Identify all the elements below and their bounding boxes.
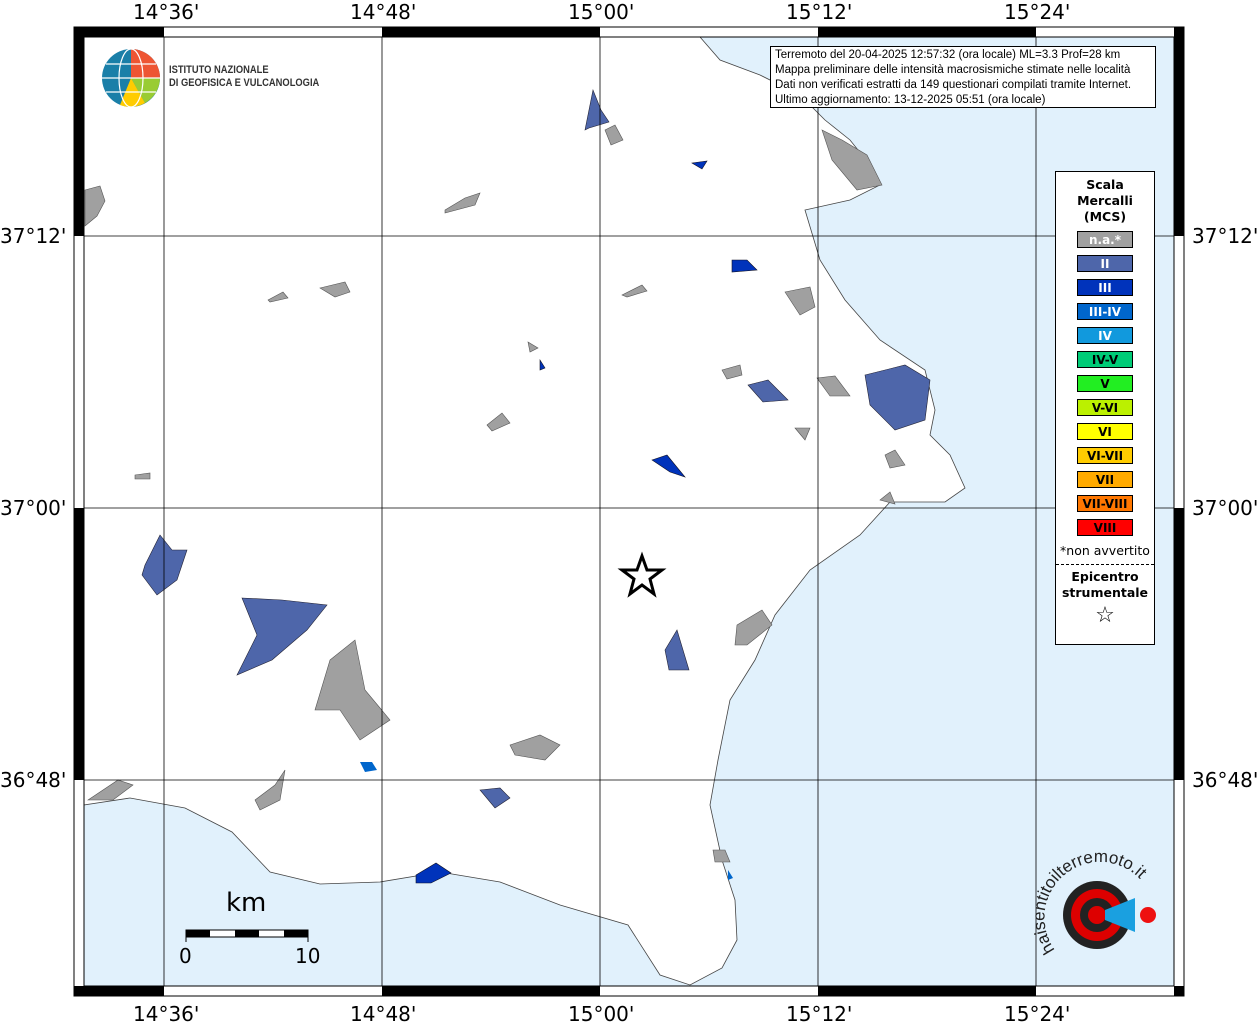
towns-intensity-III-IV [360,762,733,880]
legend-item-viii: VIII [1077,519,1133,536]
ingv-logo-icon [102,48,160,108]
legend-epicenter-label: Epicentro strumentale [1061,569,1149,600]
map-frame [73,26,1185,997]
top-tick: 15°12' [786,0,853,24]
right-tick: 37°12' [1192,224,1257,248]
scale-bar [185,929,309,942]
bottom-tick: 15°24' [1004,1002,1071,1026]
left-tick: 36°48' [0,768,67,792]
legend-item-vii-viii: VII-VIII [1077,495,1133,512]
towns-intensity-II [141,88,931,809]
bottom-tick: 15°12' [786,1002,853,1026]
towns-not-felt [84,124,906,863]
left-tick: 37°12' [0,224,67,248]
graticule [84,37,1174,986]
left-tick: 37°00' [0,496,67,520]
legend-item-ii: II [1077,255,1133,272]
event-info-box: Terremoto del 20-04-2025 12:57:32 (ora l… [770,46,1156,108]
right-tick: 36°48' [1192,768,1257,792]
legend-divider [1056,564,1154,565]
mcs-legend: Scala Mercalli (MCS) n.a.* II III III-IV IV I… [1055,171,1155,645]
bottom-tick: 15°00' [568,1002,635,1026]
star-outline-icon: ☆ [1095,603,1115,628]
info-line: Mappa preliminare delle intensità macros… [775,64,1131,76]
right-tick: 37°00' [1192,496,1257,520]
legend-item-v: V [1077,375,1133,392]
legend-item-iv-v: IV-V [1077,351,1133,368]
towns-intensity-III [415,160,758,884]
legend-item-vii: VII [1077,471,1133,488]
legend-item-vi-vii: VI-VII [1077,447,1133,464]
info-line: Dati non verificati estratti da 149 ques… [775,79,1132,91]
top-tick: 14°36' [133,0,200,24]
legend-item-iii: III [1077,279,1133,296]
legend-title: Scala Mercalli (MCS) [1077,177,1133,224]
top-tick: 14°48' [350,0,417,24]
bottom-tick: 14°48' [350,1002,417,1026]
legend-item-vi: VI [1077,423,1133,440]
scale-max: 10 [295,944,321,968]
legend-item-na: n.a.* [1077,231,1133,248]
legend-item-iv: IV [1077,327,1133,344]
sea [83,36,1175,987]
top-tick: 15°00' [568,0,635,24]
ingv-logo-text: ISTITUTO NAZIONALE DI GEOFISICA E VULCAN… [169,64,320,89]
legend-note: *non avvertito [1060,543,1150,558]
top-tick: 15°24' [1004,0,1071,24]
epicenter-star-icon [617,551,667,598]
info-line: Ultimo aggiornamento: 13-12-2025 05:51 (… [775,94,1046,106]
legend-item-v-vi: V-VI [1077,399,1133,416]
info-line: Terremoto del 20-04-2025 12:57:32 (ora l… [775,49,1121,61]
scale-min: 0 [179,944,192,968]
legend-item-iii-iv: III-IV [1077,303,1133,320]
bottom-tick: 14°36' [133,1002,200,1026]
scale-unit: km [226,888,267,918]
